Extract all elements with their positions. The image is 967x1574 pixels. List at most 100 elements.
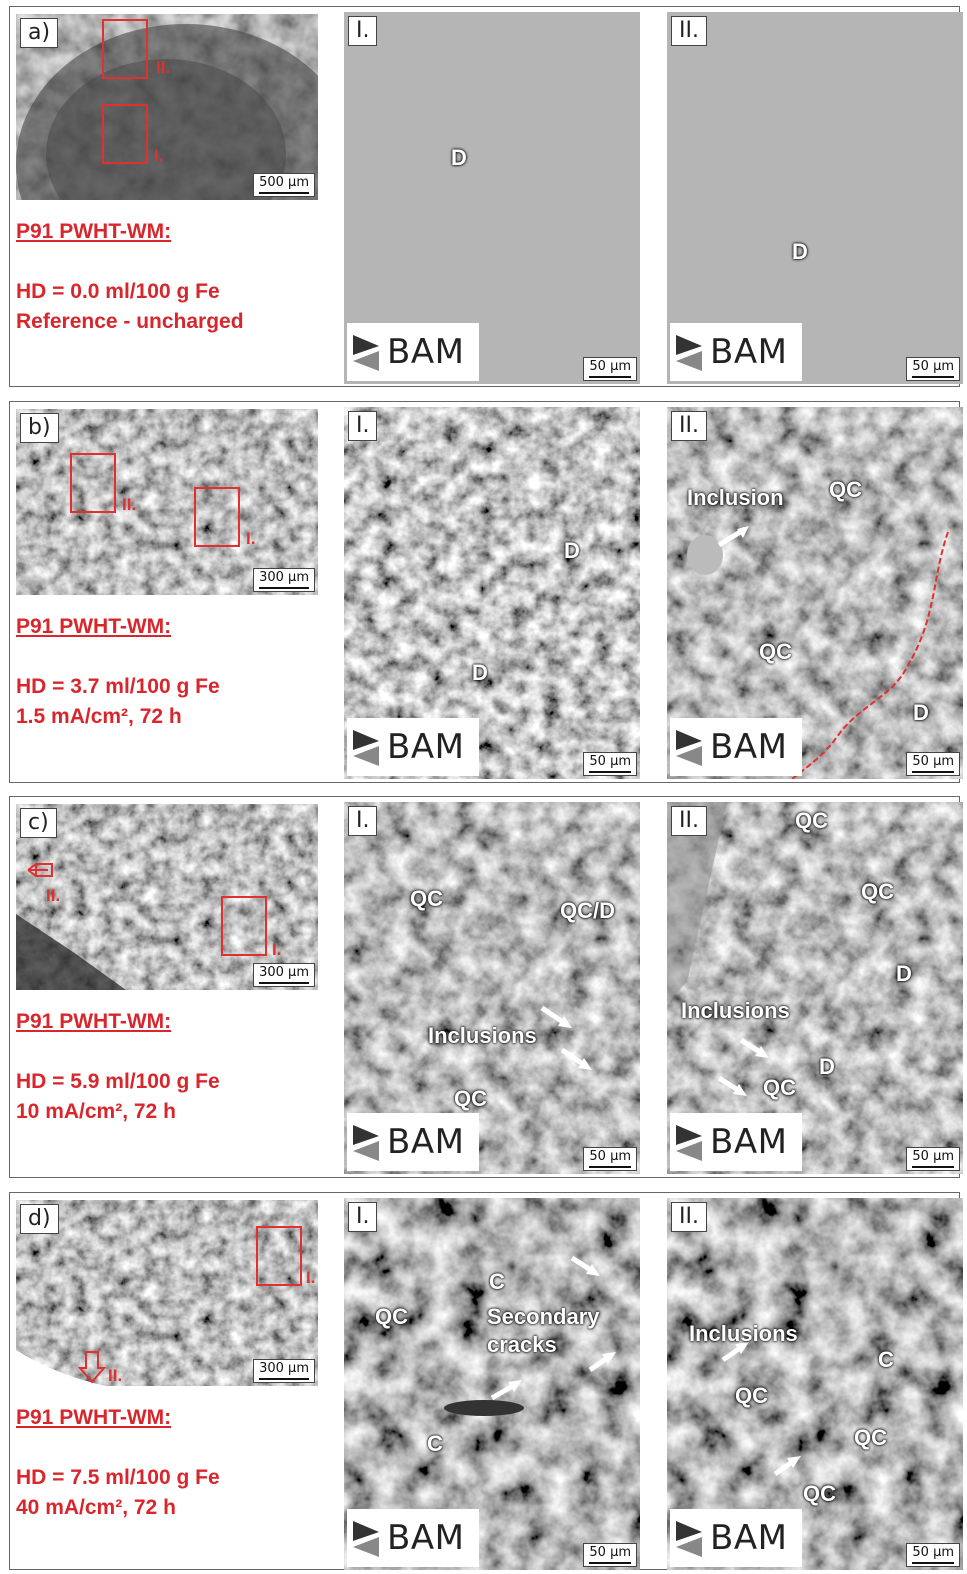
sem-image-i: I. QC QC/D Inclusions QC BAM 50 µm [344, 802, 640, 1174]
region-label-i: I. [154, 146, 164, 165]
sem-tag: II. [671, 806, 707, 836]
bam-logo: BAM [670, 1113, 802, 1171]
sem-image-i: I. D D BAM 50 µm [344, 407, 640, 779]
fracture-label-d: D [472, 660, 488, 685]
bam-chevron-icon [353, 1521, 379, 1557]
panel-tag: c) [20, 808, 57, 838]
scale-bar: 50 µm [583, 1543, 637, 1567]
inclusions-label: Inclusions [689, 1321, 798, 1346]
fracture-label-c: C [489, 1269, 505, 1294]
scale-bar: 50 µm [583, 1147, 637, 1171]
caption-hd: HD = 3.7 ml/100 g Fe [16, 675, 220, 698]
sem-image-ii: II. D BAM 50 µm [667, 12, 963, 384]
scale-bar: 50 µm [906, 752, 960, 776]
region-label-ii: II. [122, 495, 137, 514]
bam-chevron-icon [353, 730, 379, 766]
region-label-ii: II. [108, 1366, 123, 1385]
fracture-label-d: D [896, 961, 912, 986]
overview-image: b) II. I. 300 µm [16, 409, 318, 595]
inclusions-label: Inclusions [681, 998, 790, 1023]
region-label-i: I. [272, 940, 282, 959]
bam-chevron-icon [676, 730, 702, 766]
fracture-label-qc: QC [803, 1481, 836, 1506]
sem-tag: II. [671, 1202, 707, 1232]
region-label-i: I. [246, 529, 256, 548]
caption: P91 PWHT-WM: HD = 7.5 ml/100 g Fe 40 mA/… [16, 1403, 326, 1523]
region-label-i: I. [306, 1268, 316, 1287]
overview-image: a) II. I. 500 µm [16, 14, 318, 200]
region-box-i [194, 487, 240, 547]
panel-c: c) II. I. 300 µm P91 PWHT-WM: HD = 5.9 m… [9, 796, 963, 1178]
fracture-label-qc: QC [854, 1425, 887, 1450]
inclusion-label: Inclusion [687, 485, 784, 510]
fracture-label-d: D [792, 239, 808, 264]
secondary-cracks-label: cracks [487, 1332, 557, 1357]
bam-chevron-icon [676, 1125, 702, 1161]
fracture-label-c: C [878, 1347, 894, 1372]
sem-image-i: I. D BAM 50 µm [344, 12, 640, 384]
secondary-cracks-label: Secondary [487, 1304, 600, 1329]
sem-image-ii: II. Inclusions C QC QC QC BAM 50 µm [667, 1198, 963, 1570]
caption: P91 PWHT-WM: HD = 3.7 ml/100 g Fe 1.5 mA… [16, 612, 326, 732]
sem-tag: I. [348, 16, 378, 46]
panel-tag: d) [20, 1204, 59, 1234]
caption-title: P91 PWHT-WM: [16, 1406, 172, 1429]
scale-bar: 50 µm [906, 357, 960, 381]
scale-bar: 300 µm [253, 568, 315, 592]
caption: P91 PWHT-WM: HD = 5.9 ml/100 g Fe 10 mA/… [16, 1007, 326, 1127]
bam-logo: BAM [670, 1509, 802, 1567]
fracture-label-d: D [451, 145, 467, 170]
sem-tag: I. [348, 411, 378, 441]
caption-condition: Reference - uncharged [16, 310, 244, 333]
fracture-label-qc: QC [795, 808, 828, 833]
scale-bar: 50 µm [906, 1543, 960, 1567]
panel-tag: b) [20, 413, 59, 443]
caption-condition: 40 mA/cm², 72 h [16, 1496, 176, 1519]
caption-hd: HD = 7.5 ml/100 g Fe [16, 1466, 220, 1489]
caption-title: P91 PWHT-WM: [16, 615, 172, 638]
scale-bar: 500 µm [253, 173, 315, 197]
region-box-i [221, 896, 267, 956]
scale-bar: 300 µm [253, 1359, 315, 1383]
sem-image-i: I. C QC Secondary cracks C BAM 50 µm [344, 1198, 640, 1570]
caption-hd: HD = 5.9 ml/100 g Fe [16, 1070, 220, 1093]
inclusions-label: Inclusions [428, 1023, 537, 1048]
sem-tag: II. [671, 411, 707, 441]
bam-logo: BAM [670, 323, 802, 381]
panel-tag: a) [20, 18, 59, 48]
caption-condition: 10 mA/cm², 72 h [16, 1100, 176, 1123]
scale-bar: 50 µm [583, 357, 637, 381]
caption-condition: 1.5 mA/cm², 72 h [16, 705, 182, 728]
fracture-label-c: C [427, 1431, 443, 1456]
fracture-label-qc: QC [763, 1075, 796, 1100]
region-label-ii: II. [156, 58, 171, 77]
bam-chevron-icon [353, 1125, 379, 1161]
sem-tag: II. [671, 16, 707, 46]
caption: P91 PWHT-WM: HD = 0.0 ml/100 g Fe Refere… [16, 217, 326, 337]
bam-chevron-icon [676, 335, 702, 371]
fracture-label-qc: QC [410, 886, 443, 911]
region-label-ii: II. [46, 886, 61, 905]
region-box-i [256, 1226, 302, 1286]
fracture-label-qc-d: QC/D [560, 898, 615, 923]
panel-b: b) II. I. 300 µm P91 PWHT-WM: HD = 3.7 m… [9, 401, 963, 783]
scale-bar: 300 µm [253, 963, 315, 987]
bam-logo: BAM [347, 718, 479, 776]
overview-image: d) I. II. 300 µm [16, 1200, 318, 1386]
panel-d: d) I. II. 300 µm P91 PWHT-WM: HD = 7.5 m… [9, 1192, 963, 1570]
caption-title: P91 PWHT-WM: [16, 220, 172, 243]
scale-bar: 50 µm [906, 1147, 960, 1171]
bam-chevron-icon [676, 1521, 702, 1557]
fracture-label-qc: QC [375, 1304, 408, 1329]
sem-image-ii: II. QC QC D Inclusions D QC BAM 50 µm [667, 802, 963, 1174]
region-box-i [102, 104, 148, 164]
overview-image: c) II. I. 300 µm [16, 804, 318, 990]
caption-title: P91 PWHT-WM: [16, 1010, 172, 1033]
sem-tag: I. [348, 806, 378, 836]
scale-bar: 50 µm [583, 752, 637, 776]
sem-image-ii: II. Inclusion QC QC D BAM 50 µm [667, 407, 963, 779]
fracture-label-qc: QC [759, 639, 792, 664]
fracture-label-d: D [913, 700, 929, 725]
bam-logo: BAM [347, 1509, 479, 1567]
fracture-label-qc: QC [454, 1086, 487, 1111]
